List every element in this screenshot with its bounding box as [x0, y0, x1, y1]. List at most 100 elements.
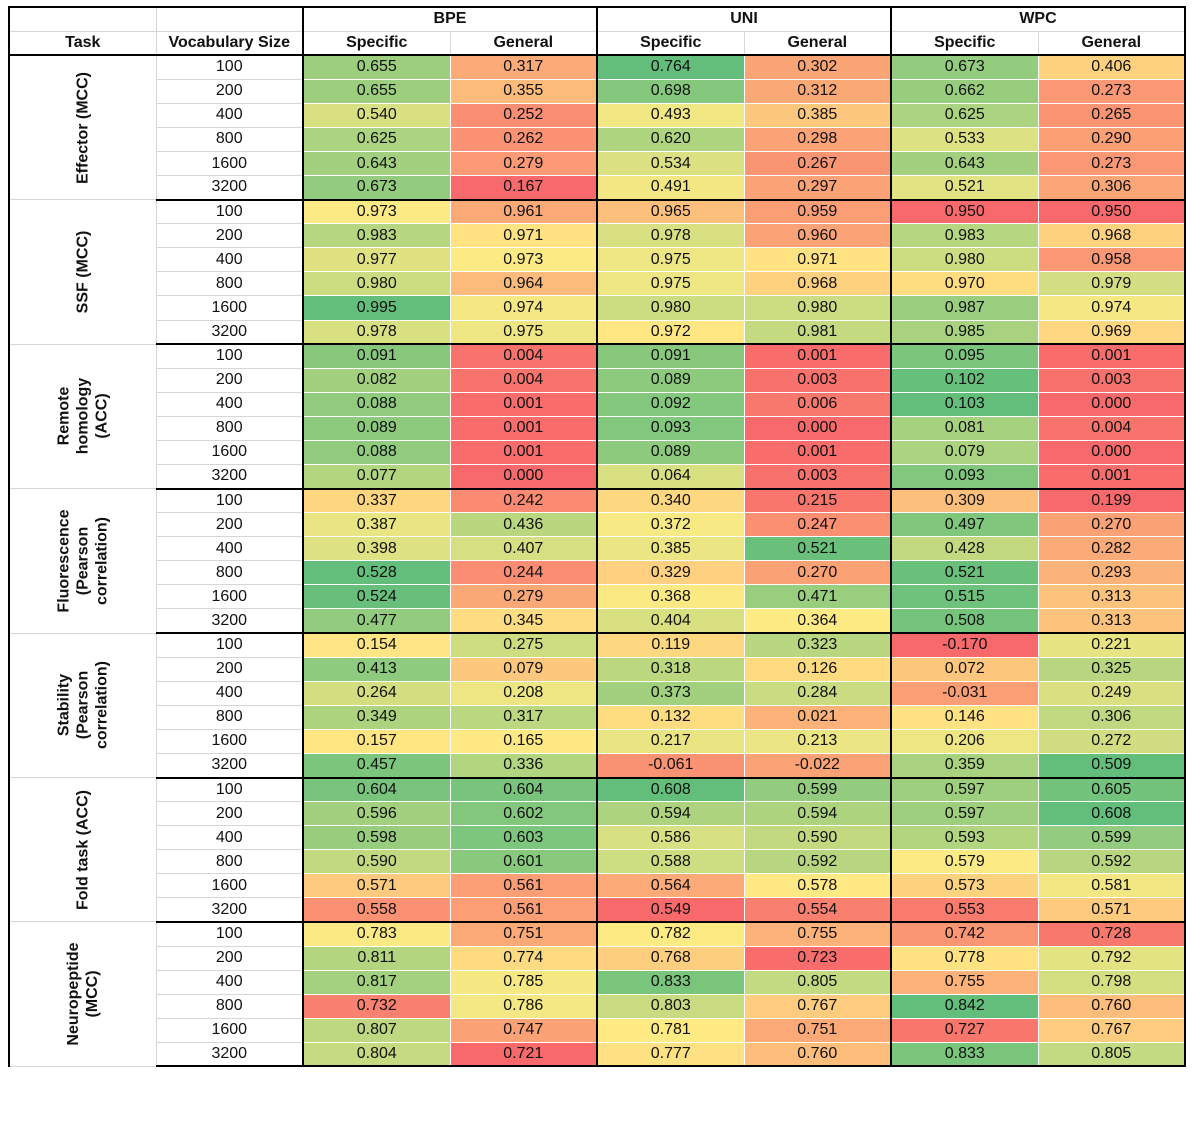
task-name-cell: Stability (Pearson correlation)	[8, 632, 157, 779]
vocab-size-cell: 3200	[155, 463, 304, 490]
vocab-column-header: Vocabulary Size	[155, 30, 304, 57]
uni-general-value-cell: 0.755	[743, 921, 892, 947]
bpe-general-value-cell: 0.964	[449, 271, 598, 297]
wpc-specific-value-cell: 0.102	[890, 367, 1039, 393]
uni-specific-value-cell: 0.564	[596, 873, 745, 899]
vocab-size-cell: 400	[155, 391, 304, 417]
vocab-size-cell: 1600	[155, 728, 304, 754]
bpe-general-value-cell: 0.561	[449, 873, 598, 899]
bpe-specific-value-cell: 0.983	[302, 223, 451, 249]
wpc-general-value-cell: 0.969	[1037, 319, 1186, 346]
uni-general-value-cell: 0.960	[743, 223, 892, 249]
uni-specific-value-cell: 0.764	[596, 54, 745, 80]
bpe-general-value-cell: 0.244	[449, 560, 598, 586]
bpe-general-value-cell: 0.165	[449, 728, 598, 754]
bpe-specific-value-cell: 0.980	[302, 271, 451, 297]
uni-general-header: General	[743, 30, 892, 57]
bpe-specific-value-cell: 0.977	[302, 247, 451, 273]
uni-specific-value-cell: 0.368	[596, 584, 745, 610]
table-row: 400 0.817 0.785 0.833 0.805 0.755 0.798	[9, 969, 1186, 995]
wpc-specific-value-cell: 0.553	[890, 897, 1039, 923]
bpe-general-value-cell: 0.407	[449, 536, 598, 562]
task-name-cell: Fluorescence (Pearson correlation)	[8, 488, 157, 634]
vocab-size-cell: 1600	[155, 584, 304, 610]
vocab-size-cell: 1600	[155, 295, 304, 321]
method-header-uni: UNI	[596, 5, 892, 32]
uni-specific-value-cell: 0.777	[596, 1041, 745, 1068]
bpe-specific-value-cell: 0.558	[302, 897, 451, 923]
wpc-general-value-cell: 0.004	[1037, 415, 1186, 441]
wpc-specific-value-cell: 0.095	[890, 343, 1039, 369]
wpc-general-value-cell: 0.592	[1037, 849, 1186, 875]
wpc-specific-value-cell: 0.521	[890, 560, 1039, 586]
uni-specific-value-cell: 0.980	[596, 295, 745, 321]
bpe-general-value-cell: 0.603	[449, 825, 598, 851]
header-row-columns: Task Vocabulary Size Specific General Sp…	[8, 30, 1186, 57]
task-name-cell: Neuropeptide (MCC)	[8, 921, 157, 1067]
wpc-general-value-cell: 0.249	[1037, 680, 1186, 706]
uni-specific-value-cell: 0.972	[596, 319, 745, 346]
table-row: Remote homology (ACC) 100 0.091 0.004 0.091 0…	[8, 343, 1186, 490]
method-header-wpc: WPC	[890, 5, 1186, 32]
uni-general-value-cell: 0.213	[743, 728, 892, 754]
uni-general-value-cell: 0.760	[743, 1041, 892, 1068]
bpe-general-value-cell: 0.001	[449, 439, 598, 465]
table-body: Effector (MCC) 100 0.655 0.317 0.764 0.302 0.6…	[8, 54, 1186, 1068]
bpe-general-value-cell: 0.786	[449, 993, 598, 1019]
uni-general-value-cell: 0.751	[743, 1017, 892, 1043]
vocab-size-cell: 100	[155, 488, 304, 514]
uni-general-value-cell: 0.001	[743, 439, 892, 465]
wpc-specific-value-cell: 0.742	[890, 921, 1039, 947]
wpc-general-value-cell: 0.950	[1037, 199, 1186, 225]
vocab-size-cell: 200	[155, 78, 304, 104]
uni-specific-value-cell: 0.404	[596, 608, 745, 635]
vocab-size-cell: 400	[155, 680, 304, 706]
uni-general-value-cell: 0.001	[743, 343, 892, 369]
vocab-size-cell: 3200	[155, 897, 304, 923]
bpe-specific-value-cell: 0.811	[302, 945, 451, 971]
bpe-specific-value-cell: 0.264	[302, 680, 451, 706]
wpc-general-value-cell: 0.767	[1037, 1017, 1186, 1043]
bpe-specific-value-cell: 0.082	[302, 367, 451, 393]
uni-general-value-cell: 0.590	[743, 825, 892, 851]
bpe-general-value-cell: 0.747	[449, 1017, 598, 1043]
wpc-general-value-cell: 0.760	[1037, 993, 1186, 1019]
vocab-size-cell: 100	[155, 632, 304, 658]
table-row: 3200 0.558 0.561 0.549 0.554 0.553 0.571	[9, 897, 1186, 923]
uni-specific-value-cell: 0.588	[596, 849, 745, 875]
table-row: 1600 0.995 0.974 0.980 0.980 0.987 0.974	[9, 295, 1186, 321]
uni-general-value-cell: 0.723	[743, 945, 892, 971]
wpc-specific-value-cell: 0.625	[890, 102, 1039, 128]
bpe-specific-value-cell: 0.817	[302, 969, 451, 995]
wpc-specific-value-cell: 0.987	[890, 295, 1039, 321]
table-row: 800 0.732 0.786 0.803 0.767 0.842 0.760	[9, 993, 1186, 1019]
vocab-size-cell: 200	[155, 223, 304, 249]
table-row: 1600 0.157 0.165 0.217 0.213 0.206 0.272	[9, 728, 1186, 754]
table-row: 800 0.625 0.262 0.620 0.298 0.533 0.290	[9, 126, 1186, 152]
bpe-general-value-cell: 0.602	[449, 801, 598, 827]
task-column-header: Task	[8, 30, 157, 57]
wpc-general-value-cell: 0.605	[1037, 776, 1186, 803]
uni-specific-value-cell: 0.132	[596, 704, 745, 730]
bpe-specific-value-cell: 0.387	[302, 512, 451, 538]
bpe-general-value-cell: 0.336	[449, 752, 598, 779]
bpe-specific-value-cell: 0.804	[302, 1041, 451, 1068]
vocab-size-cell: 800	[155, 271, 304, 297]
bpe-general-value-cell: 0.079	[449, 656, 598, 682]
task-label: Stability (Pearson correlation)	[55, 661, 111, 750]
uni-specific-value-cell: -0.061	[596, 752, 745, 779]
table-row: 400 0.398 0.407 0.385 0.521 0.428 0.282	[9, 536, 1186, 562]
uni-specific-value-cell: 0.803	[596, 993, 745, 1019]
bpe-specific-value-cell: 0.643	[302, 150, 451, 177]
table-row: 3200 0.804 0.721 0.777 0.760 0.833 0.805	[9, 1041, 1186, 1068]
table-row: Fluorescence (Pearson correlation) 100 0.3…	[8, 488, 1186, 634]
uni-specific-value-cell: 0.064	[596, 463, 745, 490]
bpe-general-value-cell: 0.561	[449, 897, 598, 923]
wpc-general-value-cell: 0.000	[1037, 391, 1186, 417]
vocab-size-cell: 200	[155, 801, 304, 827]
vocab-size-cell: 400	[155, 102, 304, 128]
uni-specific-header: Specific	[596, 30, 745, 57]
results-table: BPE UNI WPC Task Vocabulary Size Specifi…	[8, 5, 1186, 1068]
task-name-cell: Effector (MCC)	[8, 54, 157, 201]
bpe-specific-value-cell: 0.413	[302, 656, 451, 682]
